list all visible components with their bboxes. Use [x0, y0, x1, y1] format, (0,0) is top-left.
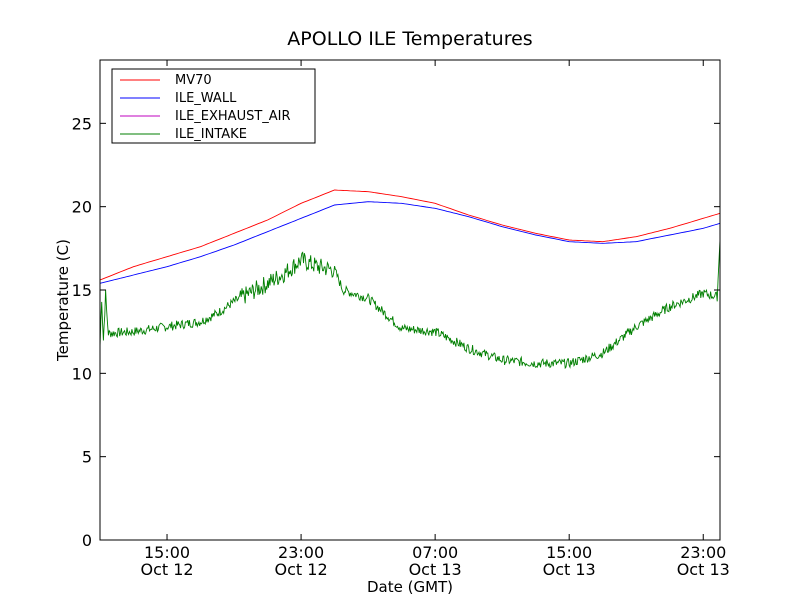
- x-tick-label-date: Oct 12: [140, 560, 193, 579]
- y-tick-label: 0: [82, 531, 92, 550]
- y-axis-title: Temperature (C): [54, 239, 72, 362]
- x-tick-label-date: Oct 13: [677, 560, 730, 579]
- legend-box: [111, 68, 316, 144]
- chart-title: APOLLO ILE Temperatures: [287, 28, 532, 50]
- legend-label: MV70: [175, 73, 212, 88]
- series-line-ile-intake: [99, 239, 721, 370]
- series-line-mv70: [99, 189, 721, 281]
- legend-label: ILE_WALL: [175, 91, 237, 106]
- x-tick-label-date: Oct 13: [409, 560, 462, 579]
- y-tick-label: 5: [82, 448, 92, 467]
- legend-label: ILE_EXHAUST_AIR: [175, 109, 291, 124]
- legend-label: ILE_INTAKE: [175, 127, 247, 142]
- series-line-ile-wall: [99, 201, 721, 284]
- x-tick-label-time: 15:00: [144, 543, 190, 562]
- y-tick-label: 10: [72, 364, 92, 383]
- y-tick-label: 25: [72, 114, 92, 133]
- x-axis-title: Date (GMT): [367, 578, 453, 596]
- y-tick-label: 15: [72, 281, 92, 300]
- x-tick-label-date: Oct 13: [543, 560, 596, 579]
- legend: MV70 ILE_WALL ILE_EXHAUST_AIR ILE_INTAKE: [111, 68, 316, 144]
- x-tick-label-time: 23:00: [278, 543, 324, 562]
- x-tick-label-date: Oct 12: [275, 560, 328, 579]
- x-tick-label-time: 23:00: [680, 543, 726, 562]
- x-tick-label-time: 07:00: [412, 543, 458, 562]
- x-tick-label-time: 15:00: [546, 543, 592, 562]
- y-tick-label: 20: [72, 198, 92, 217]
- series-layer: [99, 189, 721, 370]
- plot-frame: [99, 59, 721, 541]
